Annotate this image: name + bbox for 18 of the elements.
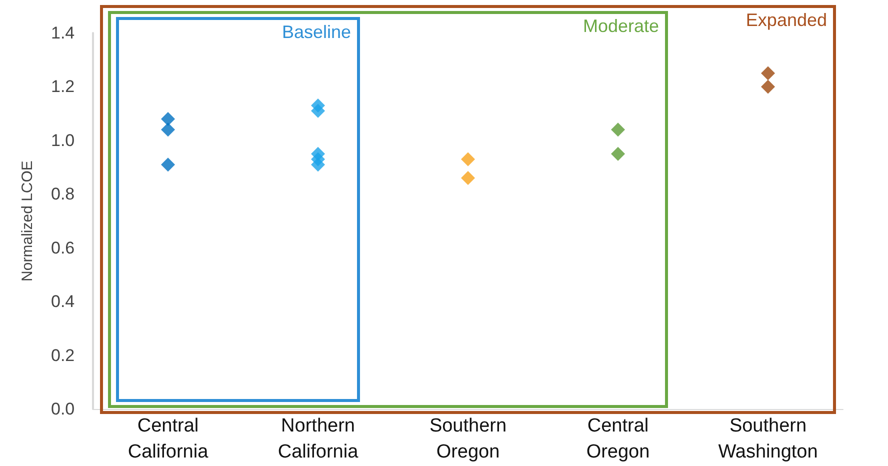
x-tick-label: Central California: [128, 416, 209, 462]
y-tick-label: 1.0: [51, 130, 75, 150]
y-tick-label: 0.6: [51, 238, 75, 258]
y-tick-label: 0.2: [51, 346, 75, 365]
x-tick-label: Southern Oregon: [429, 416, 507, 462]
x-tick-label: Southern Washington: [718, 416, 818, 462]
y-tick-label: 0.0: [51, 400, 75, 418]
annotation: Baseline: [282, 22, 351, 43]
y-tick-label: 0.4: [51, 292, 75, 312]
y-tick-label: 1.4: [51, 24, 75, 42]
y-tick-label: 1.2: [51, 77, 75, 96]
y-tick-label: 0.8: [51, 184, 75, 204]
annotation: Moderate: [582, 16, 659, 37]
y-axis-title: Normalized LCOE: [19, 160, 36, 282]
outline-box: Baseline: [116, 17, 360, 402]
x-tick-label: Northern California: [278, 416, 359, 462]
text: Expanded: [746, 10, 827, 31]
x-tick-label: Central Oregon: [586, 416, 650, 462]
